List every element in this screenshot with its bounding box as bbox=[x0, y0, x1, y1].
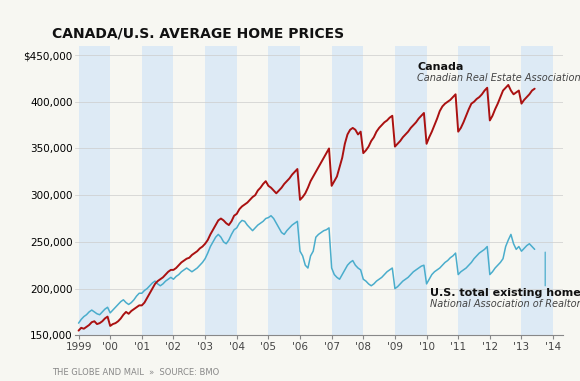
Text: U.S. total existing homes: U.S. total existing homes bbox=[430, 288, 580, 298]
Bar bbox=[205, 46, 237, 335]
Text: Canada: Canada bbox=[417, 62, 463, 72]
Bar bbox=[269, 46, 300, 335]
Bar bbox=[142, 46, 173, 335]
Text: CANADA/U.S. AVERAGE HOME PRICES: CANADA/U.S. AVERAGE HOME PRICES bbox=[52, 27, 345, 41]
Bar bbox=[458, 46, 490, 335]
Text: National Association of Realtors: National Association of Realtors bbox=[430, 299, 580, 309]
Text: Canadian Real Estate Association: Canadian Real Estate Association bbox=[417, 74, 580, 83]
Bar bbox=[332, 46, 363, 335]
Text: THE GLOBE AND MAIL  »  SOURCE: BMO: THE GLOBE AND MAIL » SOURCE: BMO bbox=[52, 368, 219, 377]
Bar bbox=[395, 46, 426, 335]
Bar bbox=[78, 46, 110, 335]
Bar bbox=[521, 46, 553, 335]
